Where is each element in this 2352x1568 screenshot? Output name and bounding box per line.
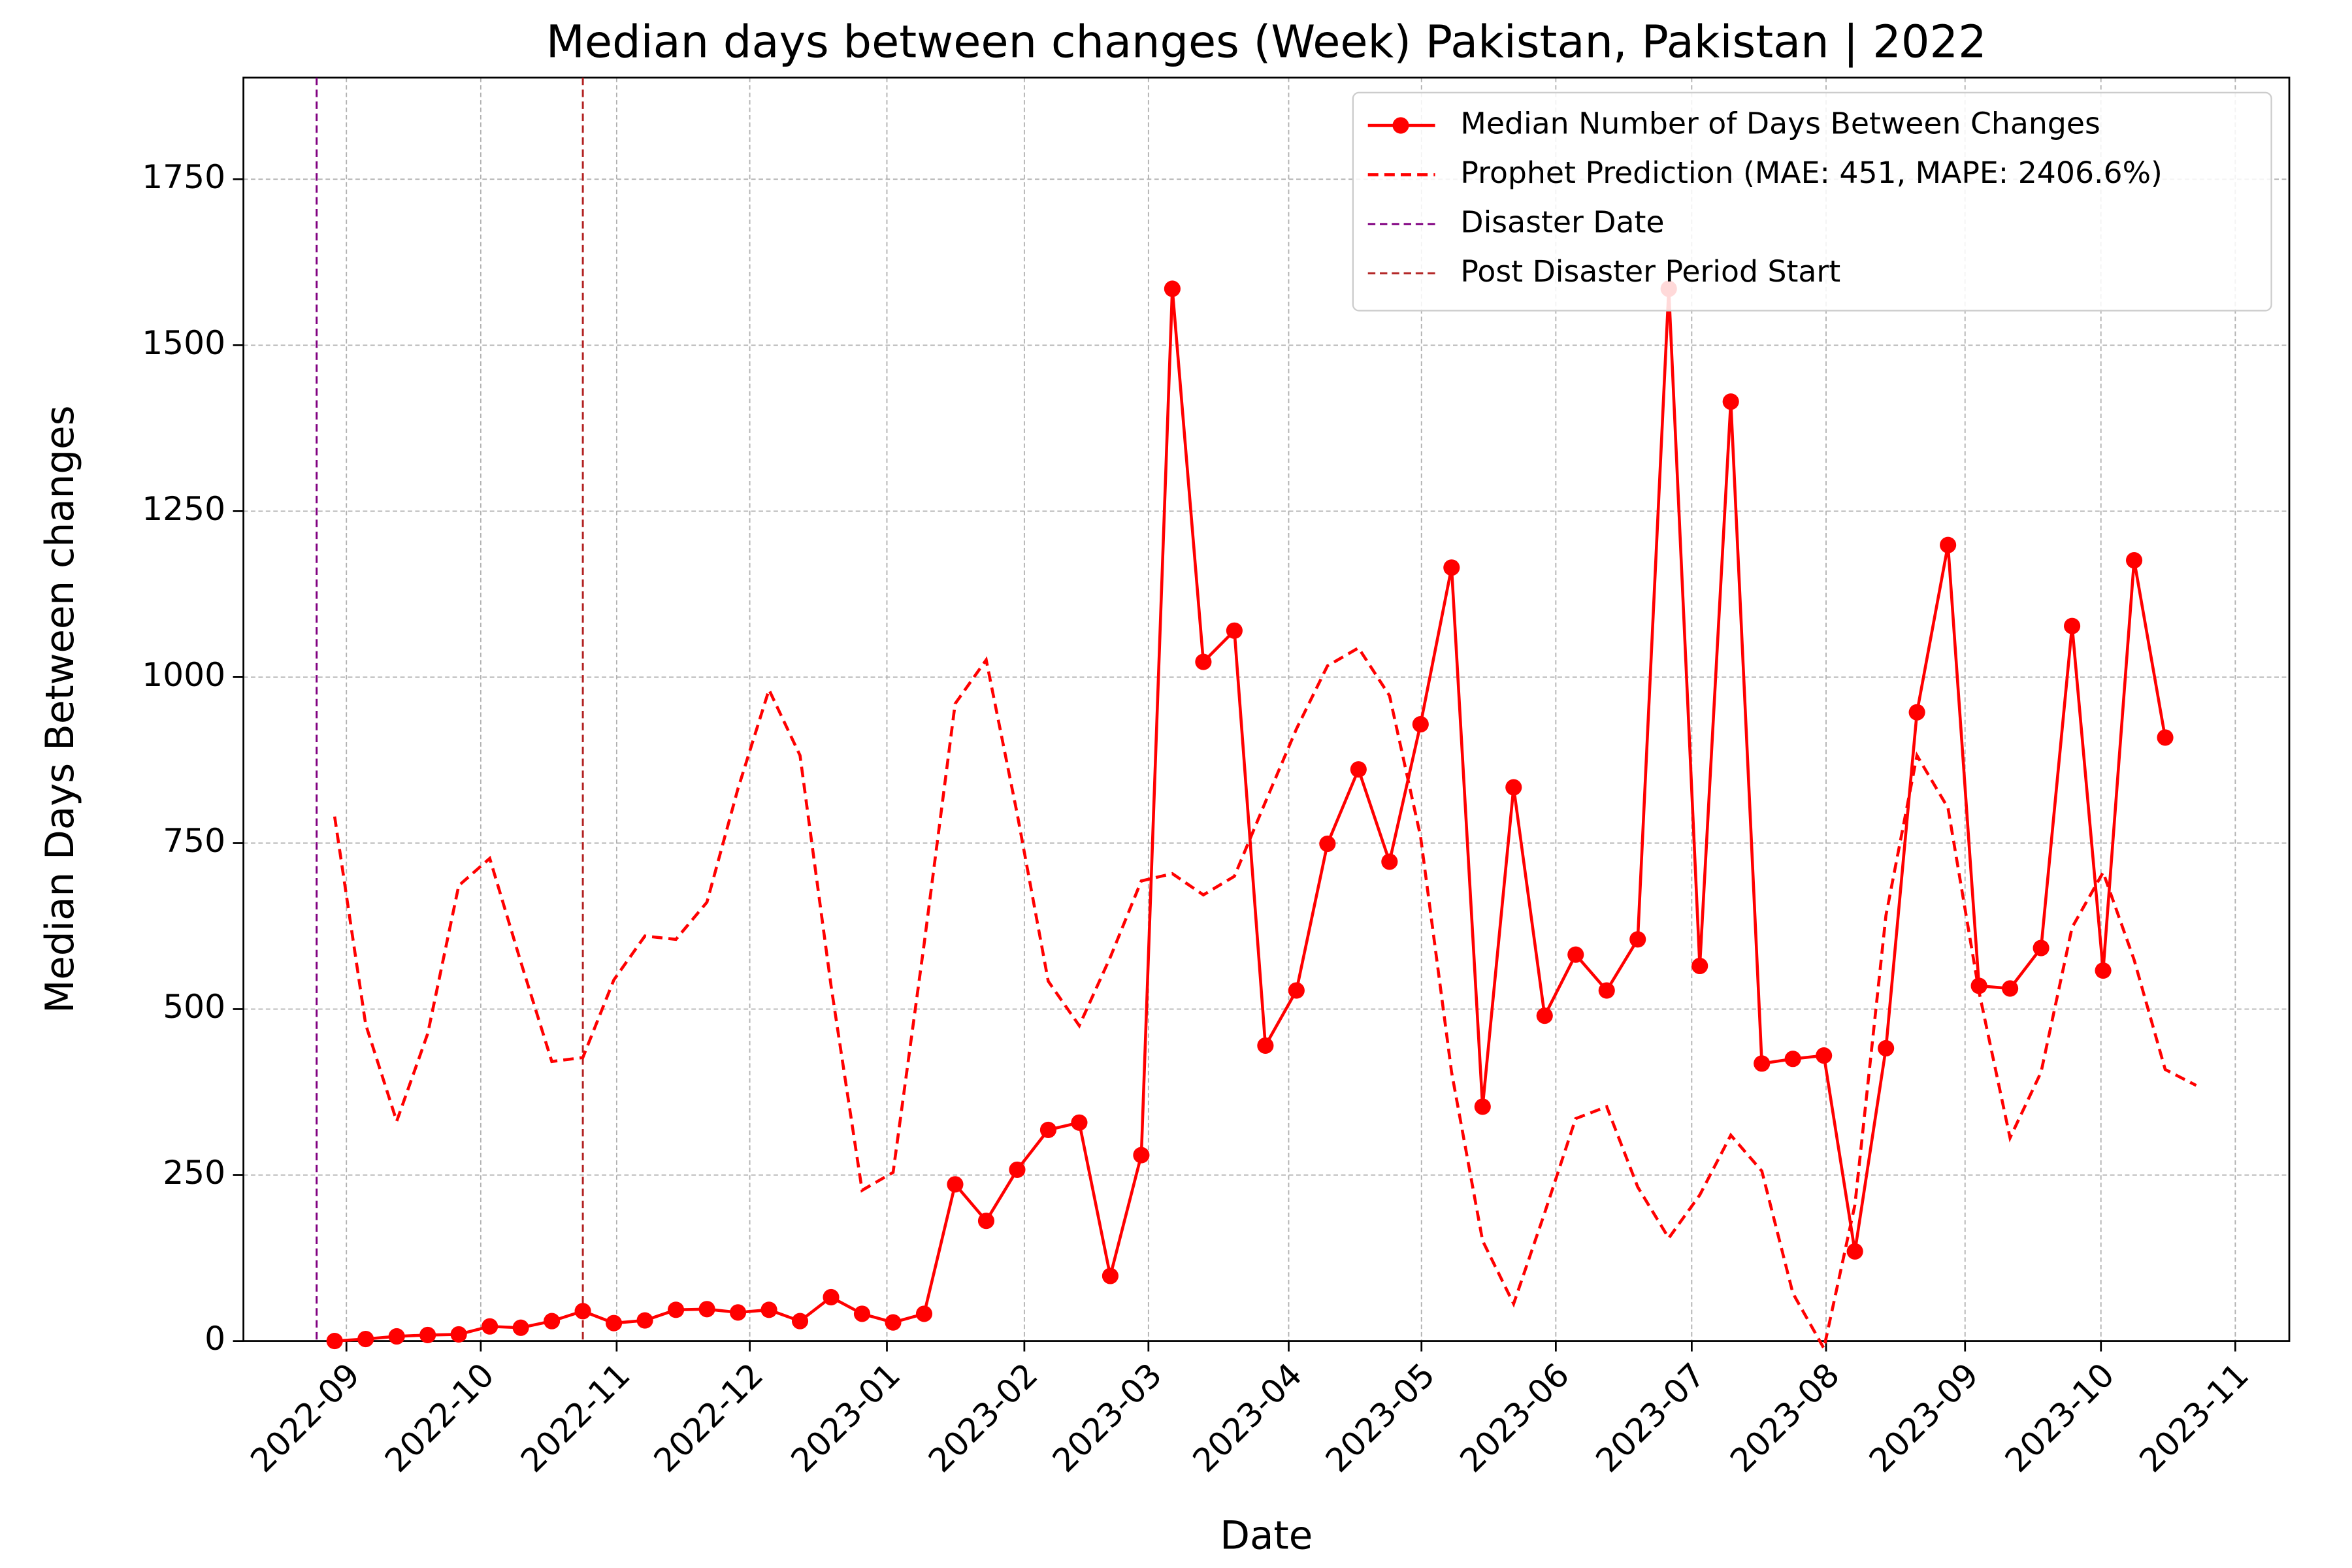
y-tick-label: 0 <box>204 1319 225 1358</box>
legend-box <box>1352 91 2272 312</box>
data-point <box>357 1330 374 1348</box>
data-point <box>1567 946 1584 963</box>
data-point <box>574 1303 591 1320</box>
x-tick-label: 2023-03 <box>1045 1356 1169 1480</box>
data-point <box>2002 980 2019 997</box>
data-point <box>977 1213 995 1230</box>
data-point <box>1722 393 1739 410</box>
data-point <box>544 1313 561 1330</box>
chart-title: Median days between changes (Week) Pakis… <box>546 16 1987 69</box>
x-tick-label: 2023-09 <box>1861 1356 1985 1480</box>
data-point <box>1598 982 1615 999</box>
data-point <box>2064 617 2081 634</box>
series-line <box>335 288 2167 1343</box>
data-point <box>326 1333 343 1350</box>
data-point <box>450 1326 467 1343</box>
y-tick-label: 1750 <box>142 157 225 196</box>
data-point <box>885 1314 902 1331</box>
data-point <box>1474 1098 1491 1115</box>
data-point <box>1257 1037 1274 1054</box>
data-point <box>1102 1267 1119 1284</box>
data-point <box>823 1288 840 1306</box>
data-point <box>419 1326 436 1343</box>
x-tick-label: 2023-02 <box>921 1356 1045 1480</box>
data-point <box>1846 1243 1863 1260</box>
data-point <box>512 1319 529 1336</box>
data-point <box>1164 280 1181 297</box>
data-point <box>791 1313 809 1330</box>
data-point <box>947 1176 964 1193</box>
data-point <box>853 1305 871 1322</box>
data-point <box>2095 962 2112 979</box>
y-axis-label: Median Days Between changes <box>38 405 83 1013</box>
x-tick-label: 2023-11 <box>2132 1356 2256 1480</box>
data-point <box>1784 1051 1801 1068</box>
data-point <box>606 1315 623 1331</box>
data-point <box>1195 653 1212 670</box>
data-point <box>2033 939 2050 956</box>
legend-label: Prophet Prediction (MAE: 451, MAPE: 2406… <box>1460 155 2162 190</box>
data-point <box>388 1328 405 1345</box>
data-point <box>1381 853 1398 870</box>
y-tick-label: 1500 <box>142 323 225 362</box>
x-tick-label: 2023-06 <box>1452 1356 1576 1480</box>
x-tick-label: 2023-07 <box>1588 1356 1712 1480</box>
data-point <box>1412 716 1429 733</box>
data-point <box>636 1312 653 1329</box>
x-tick-label: 2023-08 <box>1723 1356 1847 1480</box>
legend: Median Number of Days Between Changes Pro… <box>1352 91 2272 312</box>
data-point <box>1505 779 1522 796</box>
data-point <box>1691 957 1708 975</box>
data-point <box>1940 536 1957 553</box>
data-point <box>1816 1047 1833 1064</box>
legend-label: Median Number of Days Between Changes <box>1460 106 2100 141</box>
data-point <box>729 1304 747 1321</box>
x-tick-label: 2022-09 <box>243 1356 367 1480</box>
data-point <box>1970 977 1987 994</box>
data-point <box>1226 622 1243 639</box>
data-point <box>667 1301 685 1318</box>
data-point <box>2125 552 2143 569</box>
data-point <box>1878 1039 1895 1057</box>
x-tick-label: 2023-01 <box>783 1356 907 1480</box>
x-tick-label: 2023-05 <box>1318 1356 1442 1480</box>
x-tick-label: 2023-04 <box>1185 1356 1309 1480</box>
legend-label: Disaster Date <box>1460 204 1664 239</box>
data-point <box>1319 835 1336 853</box>
data-point <box>1133 1147 1150 1164</box>
x-axis-label: Date <box>1220 1513 1313 1558</box>
x-tick-label: 2023-10 <box>1997 1356 2121 1480</box>
data-point <box>1908 704 1925 721</box>
y-tick-label: 500 <box>163 987 225 1026</box>
data-point <box>915 1305 933 1322</box>
data-point <box>482 1318 498 1335</box>
data-point <box>1629 931 1646 948</box>
data-point <box>1536 1007 1553 1024</box>
data-point <box>1754 1055 1771 1072</box>
x-tick-label: 2022-11 <box>513 1356 637 1480</box>
legend-label: Post Disaster Period Start <box>1460 254 1840 289</box>
data-point <box>698 1301 715 1318</box>
y-tick-label: 1250 <box>142 489 225 528</box>
y-tick-label: 1000 <box>142 655 225 694</box>
x-tick-label: 2022-12 <box>646 1356 770 1480</box>
data-point <box>1350 761 1367 778</box>
plot-frame <box>242 76 2291 1342</box>
data-point <box>2157 729 2174 746</box>
data-point <box>760 1301 777 1318</box>
data-point <box>1071 1114 1088 1131</box>
series-line <box>333 645 2197 1353</box>
data-point <box>1009 1161 1026 1178</box>
y-tick-label: 250 <box>163 1153 225 1192</box>
x-tick-label: 2022-10 <box>377 1356 501 1480</box>
y-tick-label: 750 <box>163 821 225 860</box>
data-point <box>1288 982 1305 999</box>
data-point <box>1443 559 1460 576</box>
data-point <box>1039 1121 1057 1139</box>
legend-marker <box>1392 117 1409 134</box>
